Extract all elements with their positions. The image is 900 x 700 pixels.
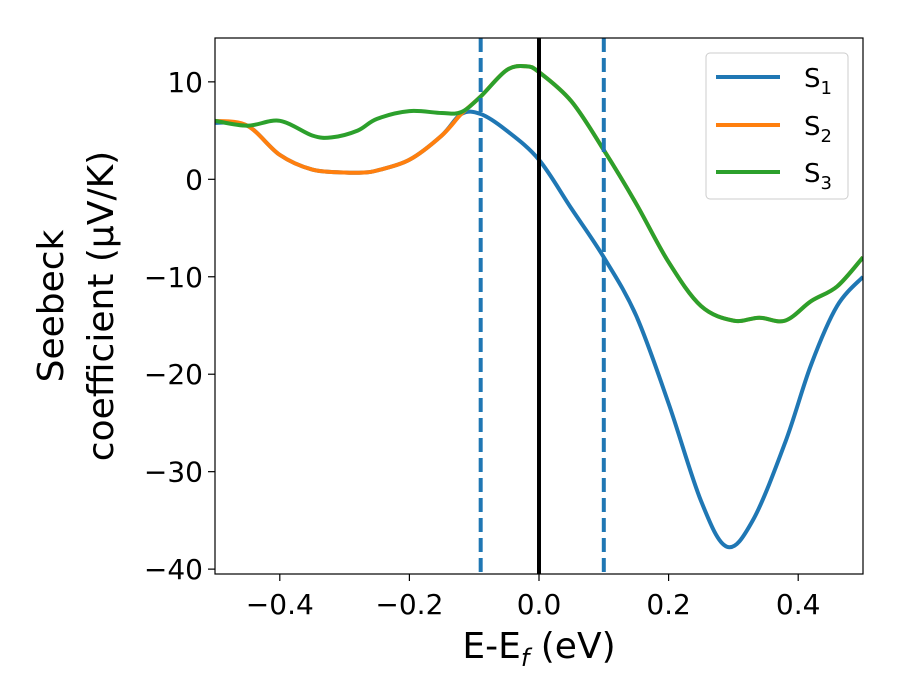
y-axis-label-line1: Seebeck <box>31 229 72 382</box>
y-axis-label-line2: coefficient (μV/K) <box>81 151 122 461</box>
y-tick-label: 0 <box>185 163 203 196</box>
y-tick-label: −20 <box>144 358 203 391</box>
y-tick-label: −30 <box>144 456 203 489</box>
legend-label-s3: S3 <box>804 159 832 194</box>
x-tick-label: −0.4 <box>246 588 314 621</box>
x-axis-label: E-Ef (eV) <box>462 626 615 672</box>
y-tick-label: −10 <box>144 261 203 294</box>
y-tick-label: 10 <box>167 66 203 99</box>
y-tick-label: −40 <box>144 553 203 586</box>
legend: S1 S2 S3 <box>705 52 849 200</box>
legend-label-s1: S1 <box>804 64 832 99</box>
series-line-s3 <box>215 64 863 324</box>
legend-label-s2: S2 <box>804 112 832 147</box>
x-tick-label: 0.0 <box>517 588 562 621</box>
x-tick-label: −0.2 <box>375 588 443 621</box>
x-tick-label: 0.4 <box>776 588 821 621</box>
x-tick-label: 0.2 <box>646 588 691 621</box>
